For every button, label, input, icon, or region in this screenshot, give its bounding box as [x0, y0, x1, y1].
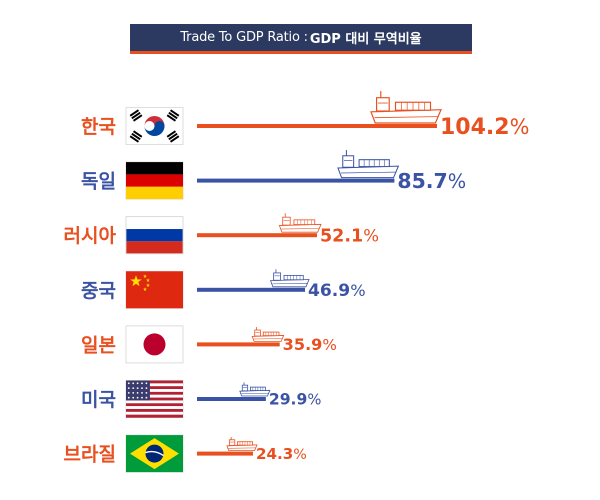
chart-title-en: Trade To GDP Ratio :	[180, 30, 308, 45]
cargo-ship-icon	[278, 213, 322, 233]
brazil-flag	[125, 434, 184, 473]
bar	[197, 287, 306, 292]
chart-title-banner: Trade To GDP Ratio : GDP 대비 무역비율	[130, 24, 472, 54]
bar-row: 중국 46.9%	[81, 269, 366, 309]
value-label: 85.7%	[397, 169, 466, 193]
cargo-ship-icon	[269, 269, 310, 288]
cargo-ship-icon	[239, 382, 271, 397]
unit-label: %	[307, 392, 321, 409]
unit-label: %	[510, 115, 530, 139]
bar-row: 브라질 24.3%	[64, 434, 307, 473]
china-flag	[125, 270, 184, 309]
category-label: 독일	[81, 171, 116, 193]
bar	[197, 342, 280, 347]
unit-label: %	[363, 227, 379, 246]
japan-flag	[125, 325, 184, 364]
category-label: 미국	[81, 389, 116, 411]
cargo-ship-icon	[337, 150, 400, 179]
category-label: 한국	[81, 116, 116, 138]
category-label: 일본	[81, 334, 116, 356]
cargo-ship-icon	[251, 327, 285, 342]
bar-row: 독일 85.7%	[81, 150, 466, 200]
value-label: 29.9%	[269, 391, 322, 409]
unit-label: %	[350, 281, 365, 300]
south-korea-flag	[125, 107, 184, 145]
bar	[197, 233, 317, 238]
value-label: 104.2%	[440, 115, 529, 140]
chart-title-ko: GDP 대비 무역비율	[309, 32, 422, 47]
bar-row: 미국 29.9%	[81, 380, 322, 418]
germany-flag	[125, 161, 184, 200]
unit-label: %	[322, 336, 337, 354]
category-label: 중국	[81, 280, 116, 302]
value-label: 24.3%	[256, 445, 307, 463]
bar-row: 러시아 52.1%	[64, 213, 379, 255]
category-label: 브라질	[64, 444, 116, 466]
bar	[197, 451, 253, 456]
value-label: 35.9%	[283, 335, 337, 354]
russia-flag	[125, 216, 184, 255]
cargo-ship-icon	[226, 436, 258, 451]
usa-flag	[125, 380, 184, 418]
bar	[197, 178, 395, 183]
cargo-ship-icon	[370, 91, 442, 124]
value-label: 52.1%	[320, 227, 379, 247]
unit-label: %	[448, 170, 466, 193]
category-label: 러시아	[64, 225, 117, 247]
unit-label: %	[293, 447, 307, 463]
bar	[197, 397, 266, 401]
bar-row: 한국 104.2%	[81, 91, 529, 145]
bar	[197, 124, 437, 128]
bar-row: 일본 35.9%	[81, 325, 337, 364]
value-label: 46.9%	[308, 281, 366, 301]
